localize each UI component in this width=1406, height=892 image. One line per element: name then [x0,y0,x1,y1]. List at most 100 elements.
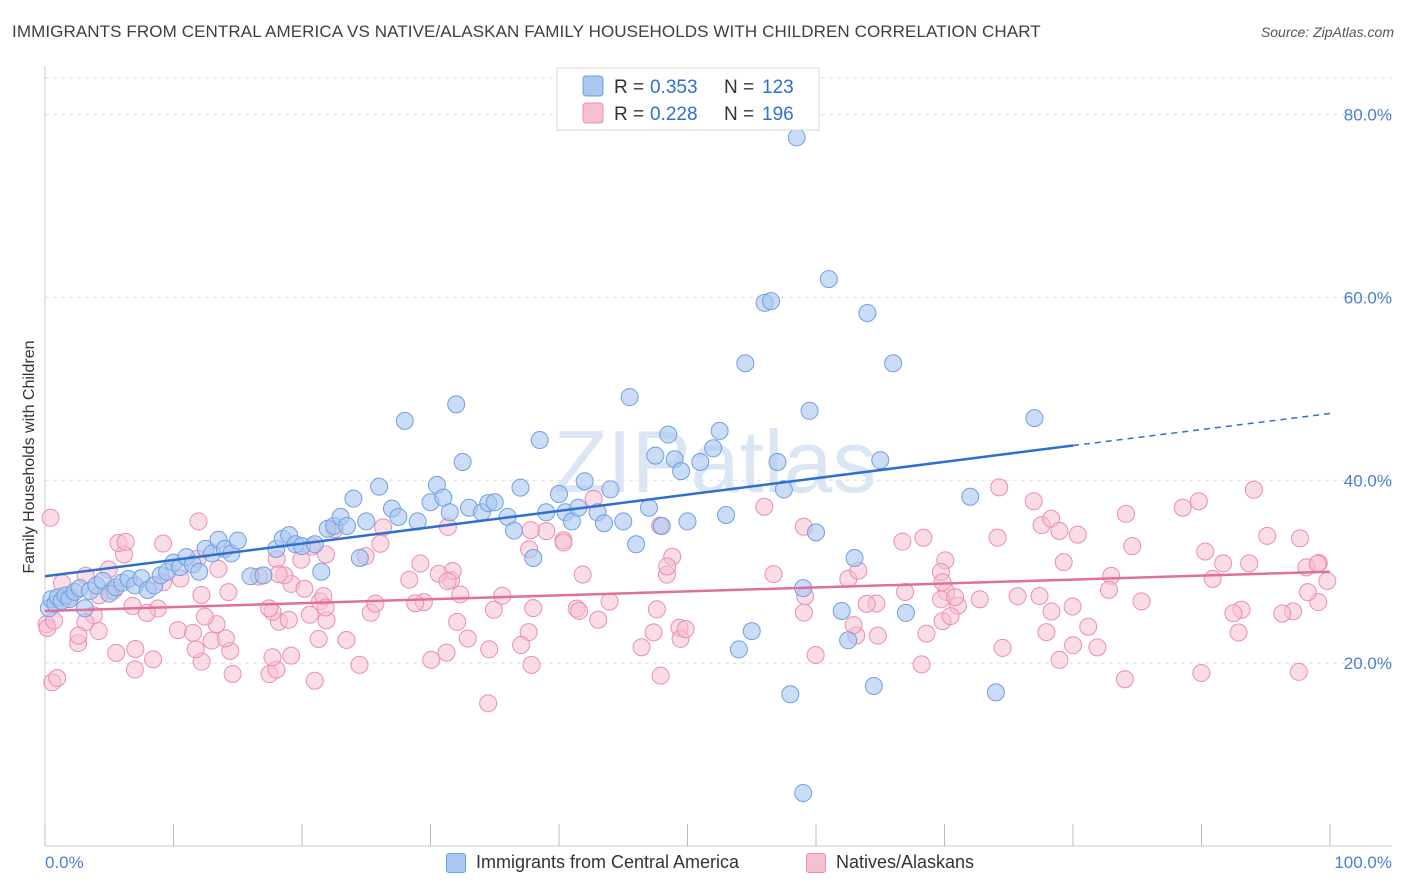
immigrants-trend-line [44,444,1074,578]
chart-source: Source: ZipAtlas.com [1260,24,1394,40]
x-tick-label-min: 0.0% [45,853,84,872]
natives-point [946,588,965,607]
natives-point [448,612,467,631]
natives-point [1273,604,1292,623]
legend-item-immigrants[interactable]: Immigrants from Central America [446,852,739,873]
immigrants-point [312,562,331,581]
natives-point [192,586,211,605]
legend-blue-swatch [582,75,604,97]
immigrants-point [337,517,356,535]
immigrants-point [839,631,858,650]
natives-point [186,640,205,659]
natives-point [1203,569,1222,588]
immigrants-point [1025,409,1044,428]
immigrants-point [961,487,980,506]
immigrants-point [453,453,472,471]
natives-point [970,590,989,609]
natives-point [1068,525,1087,544]
natives-point [458,629,477,648]
natives-point [89,622,108,641]
immigrants-point [800,401,819,420]
natives-point [524,599,543,618]
immigrants-point [485,493,504,512]
natives-point [1318,571,1337,590]
immigrants-point [550,485,568,503]
natives-point [844,616,863,635]
natives-point [411,554,430,573]
y-tick-label: 80.0% [1344,106,1392,125]
immigrants-point [729,640,748,659]
natives-point [941,607,960,626]
immigrants-point [575,472,594,491]
natives-point [990,478,1009,497]
immigrants-point [601,480,620,499]
immigrants-point [639,498,658,517]
immigrants-swatch [446,852,466,873]
natives-point [512,636,531,655]
natives-point [1189,492,1208,511]
natives-point [1244,480,1263,499]
natives-point [438,572,457,591]
legend-blue-n-label: N = [724,77,754,98]
natives-point [522,655,541,674]
y-axis-label: Family Households with Children [21,341,38,574]
legend-blue-r-value: 0.353 [650,77,698,98]
natives-point [1042,602,1061,621]
y-tick-labels: 20.0% 40.0% 60.0% 80.0% [1344,106,1392,674]
natives-point [1115,670,1134,689]
immigrants-point [620,388,639,407]
immigrants-point [986,683,1005,702]
immigrants-point [440,503,459,522]
natives-point [263,648,282,667]
natives-point [305,671,324,690]
natives-point [806,645,825,664]
natives-point [269,565,288,584]
chart-title: IMMIGRANTS FROM CENTRAL AMERICA VS NATIV… [12,22,1041,41]
natives-point [371,534,390,553]
natives-point [48,668,67,687]
immigrants-point [627,535,646,554]
immigrants-point [659,425,678,444]
natives-point [480,640,499,659]
natives-point [126,640,145,659]
natives-point [216,629,235,648]
natives-point [647,600,666,619]
immigrants-trend-extension [1072,412,1331,447]
immigrants-point [530,431,549,450]
immigrants-point [768,453,787,471]
immigrants-point [717,506,736,525]
natives-point [1132,592,1151,611]
y-tick-label: 20.0% [1344,654,1392,673]
natives-point [1224,604,1243,623]
immigrants-point [395,411,414,430]
natives-point [521,521,540,540]
natives-point [1214,554,1233,573]
natives-point [484,600,503,619]
natives-point [295,579,314,598]
natives-point [1050,521,1069,540]
immigrants-point [774,480,793,499]
legend-bottom: Immigrants from Central America Natives/… [0,848,1406,878]
immigrants-point [357,512,376,531]
natives-point [406,594,425,613]
immigrants-point [505,521,524,540]
natives-point [422,650,441,669]
natives-point [914,528,933,547]
natives-point [282,646,301,665]
immigrants-point [704,439,723,458]
natives-point [184,623,203,642]
immigrants-point [819,270,838,289]
immigrants-point [594,514,613,533]
natives-point [651,666,670,685]
natives-point [479,694,498,713]
trend-lines [44,412,1331,613]
natives-point [260,599,279,618]
natives-point [366,594,385,613]
immigrants-point [896,603,915,622]
natives-point [644,623,663,642]
immigrants-point [807,523,825,542]
immigrants-point [370,477,389,496]
natives-point [1063,597,1082,616]
legend-item-natives[interactable]: Natives/Alaskans [806,852,974,873]
immigrants-point [646,446,665,465]
